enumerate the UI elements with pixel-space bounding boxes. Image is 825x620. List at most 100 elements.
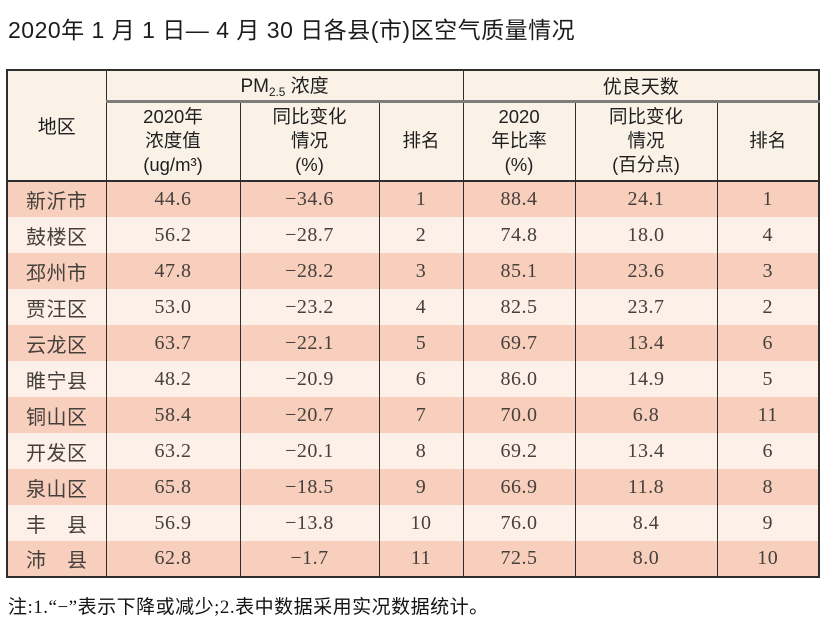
- cell-pm-rank: 3: [378, 253, 464, 289]
- table-row: 丰 县 56.9 −13.8 10 76.0 8.4 9: [6, 505, 820, 541]
- cell-ratio: 72.5: [462, 541, 576, 577]
- header-good-days-group: 优良天数: [462, 70, 820, 103]
- cell-pm-value: 47.8: [105, 253, 241, 289]
- cell-pm-change: −28.2: [239, 253, 380, 289]
- cell-pm-change: −20.9: [239, 361, 380, 397]
- cell-ratio-rank: 4: [716, 217, 820, 253]
- header-pm-group: PM2.5 浓度: [105, 70, 464, 103]
- cell-ratio: 88.4: [462, 181, 576, 217]
- cell-ratio: 85.1: [462, 253, 576, 289]
- pm-label-prefix: PM: [240, 76, 269, 98]
- cell-ratio-rank: 3: [716, 253, 820, 289]
- header-good-change: 同比变化 情况 (百分点): [574, 101, 718, 182]
- footnote: 注:1.“−”表示下降或减少;2.表中数据采用实况数据统计。: [8, 597, 489, 618]
- cell-pm-change: −1.7: [239, 541, 380, 577]
- cell-pm-rank: 9: [378, 469, 464, 505]
- header-group-row: 地区 PM2.5 浓度 优良天数: [6, 70, 820, 182]
- table-row: 云龙区 63.7 −22.1 5 69.7 13.4 6: [6, 325, 820, 361]
- cell-region: 开发区: [6, 433, 107, 469]
- cell-region: 丰 县: [6, 505, 107, 541]
- cell-ratio-rank: 10: [716, 541, 820, 577]
- cell-region: 云龙区: [6, 325, 107, 361]
- cell-ratio-change: 8.4: [574, 505, 718, 541]
- cell-ratio-change: 8.0: [574, 541, 718, 577]
- cell-ratio-rank: 2: [716, 289, 820, 325]
- cell-ratio: 82.5: [462, 289, 576, 325]
- header-good-ratio: 2020 年比率 (%): [462, 101, 576, 182]
- table-row: 邳州市 47.8 −28.2 3 85.1 23.6 3: [6, 253, 820, 289]
- cell-pm-value: 65.8: [105, 469, 241, 505]
- cell-region: 鼓楼区: [6, 217, 107, 253]
- cell-pm-value: 44.6: [105, 181, 241, 217]
- cell-ratio-change: 23.7: [574, 289, 718, 325]
- header-good-rank: 排名: [716, 101, 820, 182]
- table-row: 沛 县 62.8 −1.7 11 72.5 8.0 10: [6, 541, 820, 577]
- table-row: 开发区 63.2 −20.1 8 69.2 13.4 6: [6, 433, 820, 469]
- table-header: 地区 PM2.5 浓度 优良天数 2020年 浓度值 (ug/m³) 同比变化 …: [6, 70, 820, 182]
- cell-pm-value: 63.2: [105, 433, 241, 469]
- cell-ratio-change: 13.4: [574, 325, 718, 361]
- cell-pm-change: −20.7: [239, 397, 380, 433]
- cell-region: 贾汪区: [6, 289, 107, 325]
- cell-ratio: 69.2: [462, 433, 576, 469]
- cell-pm-rank: 5: [378, 325, 464, 361]
- table-row: 泉山区 65.8 −18.5 9 66.9 11.8 8: [6, 469, 820, 505]
- cell-region: 邳州市: [6, 253, 107, 289]
- cell-ratio-rank: 6: [716, 433, 820, 469]
- cell-pm-value: 63.7: [105, 325, 241, 361]
- cell-ratio-change: 6.8: [574, 397, 718, 433]
- cell-pm-change: −13.8: [239, 505, 380, 541]
- table-row: 铜山区 58.4 −20.7 7 70.0 6.8 11: [6, 397, 820, 433]
- cell-pm-value: 48.2: [105, 361, 241, 397]
- header-pm-change: 同比变化 情况 (%): [239, 101, 380, 182]
- cell-pm-rank: 7: [378, 397, 464, 433]
- cell-ratio-change: 24.1: [574, 181, 718, 217]
- header-sub-row: 2020年 浓度值 (ug/m³) 同比变化 情况 (%) 排名 2020 年比…: [7, 101, 820, 182]
- cell-ratio-change: 11.8: [574, 469, 718, 505]
- cell-region: 泉山区: [6, 469, 107, 505]
- table-title: 2020年 1 月 1 日— 4 月 30 日各县(市)区空气质量情况: [8, 17, 576, 43]
- cell-pm-rank: 6: [378, 361, 464, 397]
- cell-ratio-change: 23.6: [574, 253, 718, 289]
- cell-region: 沛 县: [6, 541, 107, 577]
- table-row: 新沂市 44.6 −34.6 1 88.4 24.1 1: [6, 181, 820, 217]
- cell-pm-rank: 1: [378, 181, 464, 217]
- cell-ratio: 76.0: [462, 505, 576, 541]
- cell-ratio-change: 18.0: [574, 217, 718, 253]
- cell-ratio-rank: 11: [716, 397, 820, 433]
- cell-ratio: 70.0: [462, 397, 576, 433]
- cell-region: 睢宁县: [6, 361, 107, 397]
- header-region: 地区: [6, 70, 107, 182]
- cell-pm-value: 56.9: [105, 505, 241, 541]
- cell-region: 铜山区: [6, 397, 107, 433]
- table-body: 新沂市 44.6 −34.6 1 88.4 24.1 1 鼓楼区 56.2 −28.7 2 74.8 1…: [6, 181, 820, 577]
- cell-ratio-change: 13.4: [574, 433, 718, 469]
- cell-pm-change: −22.1: [239, 325, 380, 361]
- table-row: 贾汪区 53.0 −23.2 4 82.5 23.7 2: [6, 289, 820, 325]
- cell-pm-change: −28.7: [239, 217, 380, 253]
- cell-pm-rank: 10: [378, 505, 464, 541]
- header-pm-value: 2020年 浓度值 (ug/m³): [105, 101, 241, 182]
- cell-region: 新沂市: [6, 181, 107, 217]
- header-pm-rank: 排名: [378, 101, 464, 182]
- cell-ratio: 66.9: [462, 469, 576, 505]
- cell-pm-change: −20.1: [239, 433, 380, 469]
- cell-pm-rank: 11: [378, 541, 464, 577]
- cell-ratio-rank: 5: [716, 361, 820, 397]
- pm-label-subscript: 2.5: [268, 86, 286, 100]
- cell-ratio-rank: 8: [716, 469, 820, 505]
- air-quality-table: 地区 PM2.5 浓度 优良天数 2020年 浓度值 (ug/m³) 同比变化 …: [6, 69, 821, 578]
- cell-ratio-rank: 6: [716, 325, 820, 361]
- cell-pm-rank: 8: [378, 433, 464, 469]
- cell-ratio-change: 14.9: [574, 361, 718, 397]
- table-row: 睢宁县 48.2 −20.9 6 86.0 14.9 5: [6, 361, 820, 397]
- cell-pm-value: 58.4: [105, 397, 241, 433]
- table-row: 鼓楼区 56.2 −28.7 2 74.8 18.0 4: [6, 217, 820, 253]
- cell-ratio: 69.7: [462, 325, 576, 361]
- cell-pm-value: 62.8: [105, 541, 241, 577]
- cell-ratio: 74.8: [462, 217, 576, 253]
- cell-ratio-rank: 1: [716, 181, 820, 217]
- cell-pm-value: 53.0: [105, 289, 241, 325]
- cell-pm-rank: 4: [378, 289, 464, 325]
